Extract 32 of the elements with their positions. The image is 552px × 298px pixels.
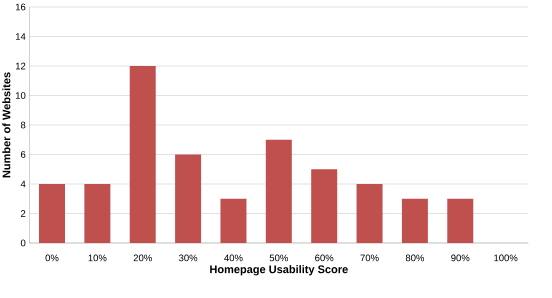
bar [130, 66, 156, 243]
y-tick-label: 4 [20, 180, 26, 188]
x-tick-label: 90% [451, 254, 470, 262]
bar [311, 169, 338, 243]
bar [84, 184, 110, 243]
y-tick-label: 2 [20, 210, 26, 217]
y-tick-label: 16 [16, 4, 26, 10]
y-tick-label: 0 [20, 240, 26, 246]
y-tick-label: 10 [16, 92, 26, 99]
x-tick-label: 70% [360, 254, 379, 262]
bar [356, 184, 383, 243]
x-tick-label: 100% [494, 254, 518, 262]
bar [266, 140, 292, 243]
x-tick-label: 30% [178, 254, 198, 262]
y-tick-label: 8 [20, 122, 26, 128]
y-tick-label: 14 [16, 33, 26, 40]
bar [402, 198, 428, 243]
x-tick-label: 10% [88, 254, 107, 262]
y-axis-title: Number of Websites [2, 72, 10, 178]
x-tick-label: 40% [224, 254, 243, 262]
x-tick-label: 60% [315, 254, 334, 262]
x-tick-label: 20% [134, 254, 152, 262]
bar [447, 198, 474, 243]
y-tick-label: 6 [20, 151, 26, 158]
bar [39, 184, 65, 243]
x-tick-label: 50% [270, 254, 288, 262]
x-axis-title: Homepage Usability Score [210, 265, 348, 276]
y-tick-label: 12 [16, 62, 26, 70]
x-tick-label: 0% [46, 254, 59, 262]
bar [175, 154, 202, 243]
bar [220, 198, 246, 243]
x-tick-label: 80% [406, 254, 424, 262]
